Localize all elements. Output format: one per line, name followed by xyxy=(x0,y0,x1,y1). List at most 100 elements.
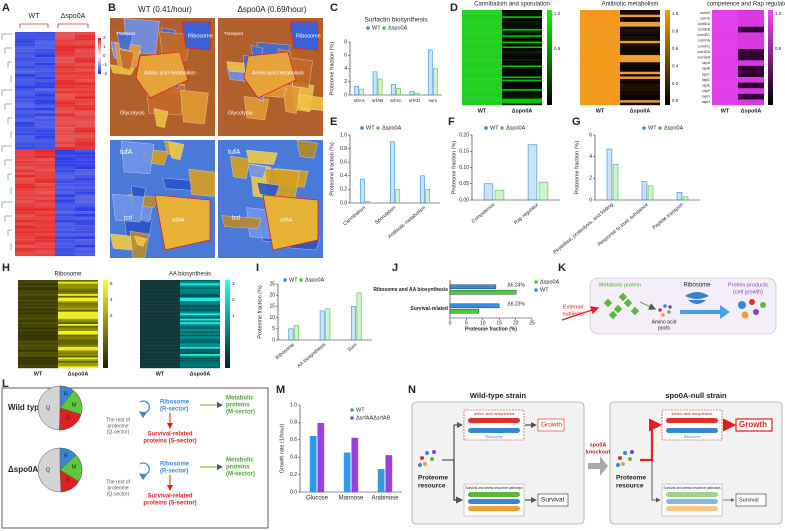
label: Δspo0A xyxy=(741,108,762,114)
pathway xyxy=(468,499,520,504)
heatmap-cell xyxy=(18,309,58,312)
heatmap-cell xyxy=(462,51,502,53)
heatmap-cell xyxy=(35,172,55,175)
heatmap-cell xyxy=(58,315,98,318)
heatmap-cell xyxy=(75,247,95,251)
heatmap-cell xyxy=(35,32,55,35)
heatmap-cell xyxy=(15,244,35,248)
heatmap-cell xyxy=(180,364,220,367)
heatmap-cell xyxy=(15,250,35,254)
heatmap-cell xyxy=(580,52,620,56)
heatmap-cell xyxy=(712,49,738,55)
heatmap-cell xyxy=(15,46,35,49)
colorbar-label: 0 xyxy=(103,53,106,58)
heatmap-cell xyxy=(35,93,55,97)
heatmap-cell xyxy=(15,79,35,83)
y-tick-label: 6 xyxy=(344,53,347,59)
heatmap-cell xyxy=(620,29,660,32)
heatmap-cell xyxy=(55,239,75,243)
heatmap-cell xyxy=(180,322,220,325)
heatmap-cell xyxy=(58,280,98,282)
bar xyxy=(427,49,433,96)
heatmap-cell xyxy=(620,100,660,103)
heatmap-cell xyxy=(35,149,55,153)
flow xyxy=(651,460,661,503)
x-tick-label: 15 xyxy=(496,320,502,326)
heatmap-cell xyxy=(502,60,542,63)
heatmap-cell xyxy=(58,327,98,330)
heatmap-cell xyxy=(15,74,35,77)
label: The rest of xyxy=(106,479,131,485)
x-tick-label: Rap regulator xyxy=(513,202,540,226)
heatmap-cell xyxy=(15,144,35,147)
y-tick-label: 25 xyxy=(269,281,275,287)
legend-marker xyxy=(658,126,662,130)
heatmap-cell xyxy=(462,52,502,55)
row-label: rapE xyxy=(702,83,710,87)
heatmap-cell xyxy=(75,202,95,206)
pie-label: S xyxy=(66,477,70,483)
heatmap-cell xyxy=(140,341,180,344)
pathway xyxy=(666,418,718,423)
proteomap-cell xyxy=(262,194,319,251)
heatmap-cell xyxy=(58,364,98,367)
heatmap-cell xyxy=(140,329,180,332)
heatmap-cell xyxy=(580,97,620,101)
heatmap-cell xyxy=(75,219,95,223)
heatmap-cell xyxy=(18,359,58,362)
label: knockout xyxy=(586,449,611,455)
dendrogram xyxy=(7,229,12,236)
heatmap-cell xyxy=(35,180,55,184)
diamond xyxy=(618,292,628,302)
bar xyxy=(409,91,415,96)
heatmap-cell xyxy=(55,118,75,122)
heatmap-cell xyxy=(620,64,660,68)
heatmap-cell xyxy=(502,92,542,95)
heatmap-cell xyxy=(75,121,95,125)
y-axis-label: Proteome fraction (%) xyxy=(329,142,335,196)
heatmap-cell xyxy=(58,304,98,307)
heatmap-cell xyxy=(55,104,75,108)
label: Ribosome xyxy=(296,33,321,39)
label: Protein products xyxy=(728,282,768,288)
heatmap-cell xyxy=(502,36,542,39)
heatmap-cell xyxy=(15,230,35,234)
heatmap-cell xyxy=(140,308,180,311)
heatmap-cell xyxy=(140,353,180,356)
panel-title: Δspo0A (0.69/hour) xyxy=(238,5,307,14)
panel-label: M xyxy=(276,384,285,396)
heatmap-cell xyxy=(18,350,58,353)
heatmap-cell xyxy=(180,331,220,333)
heatmap-cell xyxy=(58,308,98,311)
proteomap-cell xyxy=(297,94,324,111)
heatmap-cell xyxy=(35,194,55,198)
label: Wild type xyxy=(8,403,44,412)
row-label: comEA xyxy=(698,22,711,26)
label: Proteome xyxy=(616,475,646,482)
heatmap-cell xyxy=(620,40,660,44)
heatmap-cell xyxy=(75,132,95,136)
heatmap-cell xyxy=(620,69,660,72)
heatmap-cell xyxy=(620,33,660,37)
heatmap-cell xyxy=(180,292,220,295)
heatmap-cell xyxy=(580,43,620,46)
heatmap-cell xyxy=(35,200,55,203)
label: srfAA xyxy=(280,217,293,223)
heatmap-cell xyxy=(180,313,220,316)
heatmap-cell xyxy=(18,331,58,333)
heatmap-cell xyxy=(75,183,95,187)
colorbar-label: 0.2 xyxy=(672,81,679,86)
heatmap-cell xyxy=(620,19,660,23)
heatmap-cell xyxy=(738,65,764,72)
heatmap-cell xyxy=(55,138,75,142)
heatmap-cell xyxy=(75,230,95,234)
bar xyxy=(612,163,619,201)
heatmap-cell xyxy=(738,60,764,67)
heatmap-cell xyxy=(738,88,764,95)
panel-label: H xyxy=(2,262,10,274)
heatmap-cell xyxy=(580,69,620,72)
heatmap-cell xyxy=(58,313,98,316)
label: WT xyxy=(34,371,43,377)
heatmap-cell xyxy=(35,88,55,91)
heatmap-cell xyxy=(55,32,75,35)
